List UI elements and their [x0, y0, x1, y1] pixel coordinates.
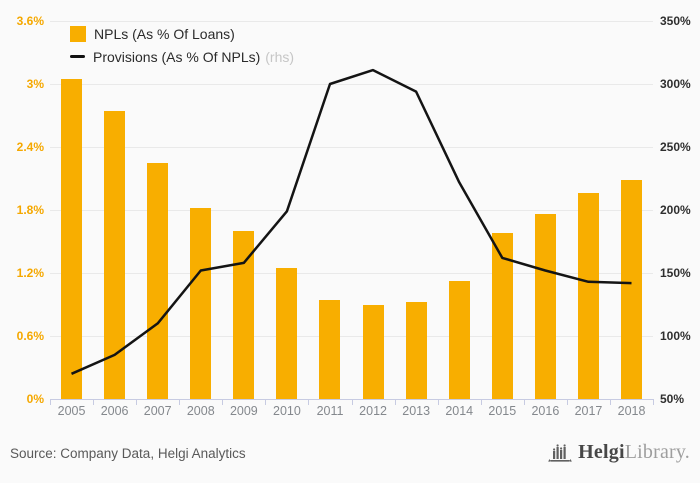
legend-suffix-rhs: (rhs): [265, 48, 295, 65]
legend-item-npls: NPLs (As % Of Loans): [70, 25, 294, 42]
x-axis-label: 2015: [488, 404, 517, 418]
legend-label-npls: NPLs (As % Of Loans): [94, 25, 235, 42]
x-axis-tick: [93, 399, 95, 405]
bar-2018: [620, 179, 642, 399]
provisions-line-swatch: [70, 55, 85, 58]
bar-2015: [491, 233, 513, 399]
npls-bar-swatch: [70, 25, 86, 42]
right-axis-label: 300%: [660, 77, 691, 91]
source-text: Source: Company Data, Helgi Analytics: [10, 446, 246, 461]
x-axis-label: 2011: [316, 404, 344, 418]
x-axis-label: 2017: [574, 404, 603, 418]
x-axis-tick: [136, 399, 138, 405]
x-axis-tick: [50, 399, 51, 405]
x-axis: 2005 2006 2007 2008 2009 2010 2011 2012 2013 2014…: [50, 404, 653, 418]
x-axis-label: 2005: [57, 404, 86, 418]
x-axis-tick: [480, 399, 482, 405]
bar-2009: [233, 231, 255, 399]
legend: NPLs (As % Of Loans) Provisions (As % Of…: [70, 25, 294, 71]
helgi-logo: HelgiLibrary.: [548, 441, 690, 464]
logo-text-helgi: Helgi: [578, 441, 625, 463]
left-axis-label: 1.8%: [16, 203, 44, 217]
left-axis-label: 3.6%: [16, 14, 44, 28]
right-axis-label: 250%: [660, 140, 691, 154]
bar-2006: [104, 111, 126, 399]
logo-text-library: Library.: [624, 441, 690, 463]
plot-area: [50, 21, 654, 405]
gridline: [50, 147, 653, 148]
bar-2017: [577, 193, 599, 399]
x-axis-label: 2007: [143, 404, 172, 418]
x-axis-tick: [265, 399, 267, 405]
left-axis-label: 0.6%: [16, 329, 44, 343]
helgi-logo-text: HelgiLibrary.: [578, 441, 690, 464]
x-axis-label: 2018: [617, 404, 646, 418]
legend-label-provisions: Provisions (As % Of NPLs): [93, 48, 261, 65]
bar-2012: [362, 304, 384, 399]
gridline: [50, 273, 653, 274]
bar-2007: [147, 162, 169, 399]
right-axis-label: 100%: [660, 329, 691, 343]
gridline: [50, 210, 653, 211]
gridline: [50, 21, 653, 22]
x-axis-tick: [609, 399, 611, 405]
x-axis-label: 2012: [359, 404, 387, 418]
right-axis-label: 150%: [660, 266, 691, 280]
helgi-logo-icon: [548, 444, 572, 462]
x-axis-label: 2006: [100, 404, 129, 418]
bar-2005: [61, 78, 83, 399]
x-axis-label: 2016: [531, 404, 560, 418]
x-axis-label: 2014: [445, 404, 474, 418]
x-axis-tick: [394, 399, 396, 405]
x-axis-tick: [351, 399, 353, 405]
right-axis-label: 200%: [660, 203, 691, 217]
gridline: [50, 336, 653, 337]
x-axis-tick: [523, 399, 525, 405]
left-axis-label: 0%: [26, 392, 44, 406]
bar-2008: [190, 207, 212, 399]
x-axis-tick: [179, 399, 181, 405]
left-axis-label: 3%: [26, 77, 44, 91]
gridline: [50, 84, 653, 85]
bar-2016: [534, 214, 556, 399]
left-axis-label: 1.2%: [16, 266, 44, 280]
x-axis-label: 2008: [186, 404, 215, 418]
right-axis-label: 350%: [660, 14, 691, 28]
left-axis-label: 2.4%: [16, 140, 44, 154]
right-axis-label: 50%: [660, 392, 685, 406]
x-axis-label: 2013: [402, 404, 431, 418]
x-axis-label: 2009: [229, 404, 258, 418]
bar-2014: [448, 281, 470, 399]
bar-2010: [276, 267, 298, 399]
bar-2013: [405, 302, 427, 399]
x-axis-tick: [308, 399, 310, 405]
x-axis-tick: [566, 399, 568, 405]
legend-item-provisions: Provisions (As % Of NPLs) (rhs): [70, 48, 294, 65]
x-axis-tick: [222, 399, 224, 405]
x-axis-label: 2010: [273, 404, 301, 418]
x-axis-tick: [437, 399, 439, 405]
x-axis-tick: [653, 399, 654, 405]
bar-2011: [319, 300, 341, 399]
